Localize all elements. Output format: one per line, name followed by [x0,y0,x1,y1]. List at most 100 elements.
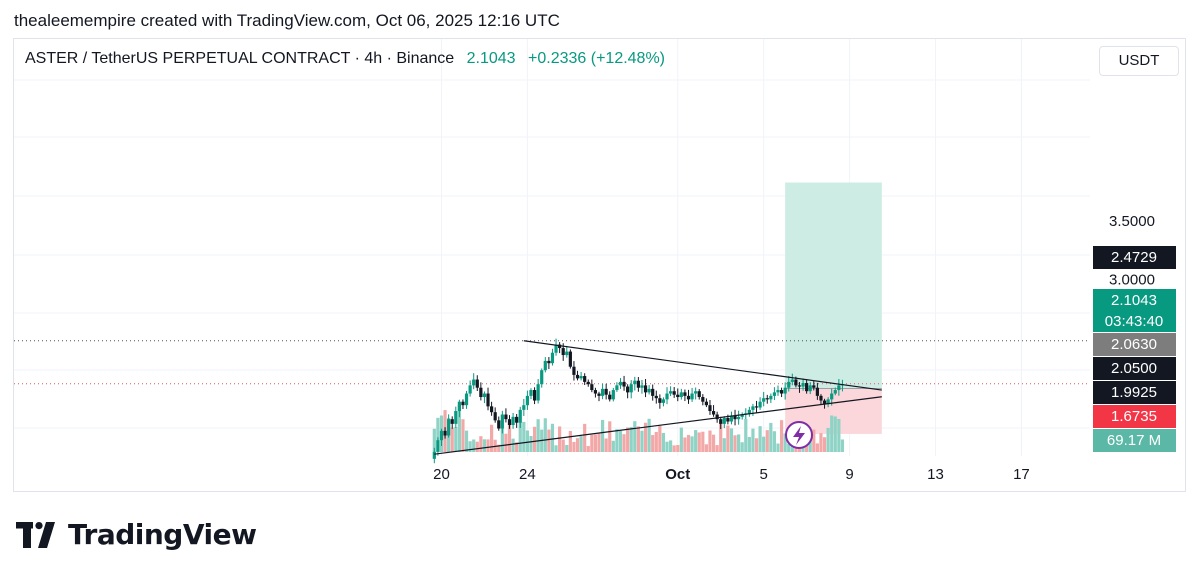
candle-body [575,374,580,379]
candle-body [597,393,601,396]
price-label-bg [1093,289,1176,310]
price-label-bg [1093,357,1176,380]
candle-body [701,397,705,402]
volume-bar [744,418,748,452]
price-label-bg [1093,333,1176,356]
volume-bar [765,430,769,452]
candle-body [554,344,558,353]
volume-bar [479,436,483,452]
candle-body [622,381,626,387]
candle-body [690,393,694,400]
candle-body [629,384,633,393]
lightning-icon[interactable] [785,421,813,449]
volume-bar [711,434,716,452]
candle-body [547,360,551,364]
volume-bar [597,433,601,452]
candle-body [658,398,662,403]
candle-body [583,376,587,382]
volume-bar [715,445,719,452]
candle-body [611,390,615,400]
chart-header: ASTER / TetherUS PERPETUAL CONTRACT · 4h… [25,50,665,68]
volume-bar [615,429,619,452]
volume-bar [654,431,658,452]
volume-bar [683,437,687,452]
volume-bar [704,444,708,452]
candle-body [833,390,837,394]
price-label: 2.0500 [1111,360,1157,377]
candle-body [715,414,719,420]
volume-bar [776,443,780,452]
volume-bar [515,442,519,452]
lower-trendline [434,396,882,455]
candle-body [697,391,701,398]
volume-bar [815,443,819,452]
volume-bar [464,430,469,452]
candle-body [837,385,841,391]
candle-body [486,393,490,407]
candle-body [626,386,630,393]
candle-body [550,352,555,364]
volume-bar [783,433,787,452]
candle-body [797,385,802,387]
volume-bar [647,418,651,452]
volume-bar [719,422,723,452]
volume-bar [665,441,669,452]
volume-bar [686,434,691,452]
volume-bar [554,445,558,452]
candle-body [561,348,565,356]
candle-body [765,398,769,400]
candle-body [572,366,576,375]
candle-body [669,391,673,394]
candle-body [464,393,469,406]
volume-bar [830,415,834,452]
target-zone [785,182,882,389]
price-label: 69.17 M [1107,432,1161,449]
volume-bar [747,437,751,452]
volume-bar [812,429,816,452]
volume-bar [651,435,655,452]
candle-body [443,430,447,436]
price-label-bg [1093,405,1176,428]
price-label: 03:43:40 [1105,313,1163,330]
price-label: 1.6735 [1111,408,1157,425]
volume-bar [532,426,537,452]
candle-body [579,376,583,379]
volume-bar [583,423,587,452]
candle-body [819,395,823,401]
volume-bar [604,438,608,452]
candle-body [540,370,544,385]
volume-bar [697,432,701,452]
price-label: 2.4729 [1111,249,1157,266]
candle-body [454,411,458,424]
volume-bar [661,432,666,452]
candle-body [515,416,519,423]
volume-bar [769,422,773,452]
volume-bar [708,430,712,452]
upper-trendline [523,340,882,391]
volume-bar [586,445,590,452]
chart-grid [14,39,1090,456]
volume-bar [547,429,551,452]
candle-body [511,416,515,426]
volume-bar [518,421,522,452]
candle-body [450,419,454,424]
candle-body [754,406,759,408]
candle-body [711,411,716,415]
volume-bar [522,421,526,452]
candle-body [808,385,812,392]
volume-bar [482,439,487,452]
volume-bar [472,439,476,452]
candle-body [504,414,508,420]
candle-body [525,395,529,406]
currency-button[interactable]: USDT [1099,46,1179,76]
volume-bar [600,419,605,452]
candle-body [558,344,562,349]
volume-bar [608,421,612,452]
candle-body [679,392,683,398]
tradingview-wordmark: TradingView [68,518,257,551]
candle-body [647,388,651,393]
volume-bar [507,422,512,452]
candle-body [651,388,655,396]
candle-body [722,418,726,424]
